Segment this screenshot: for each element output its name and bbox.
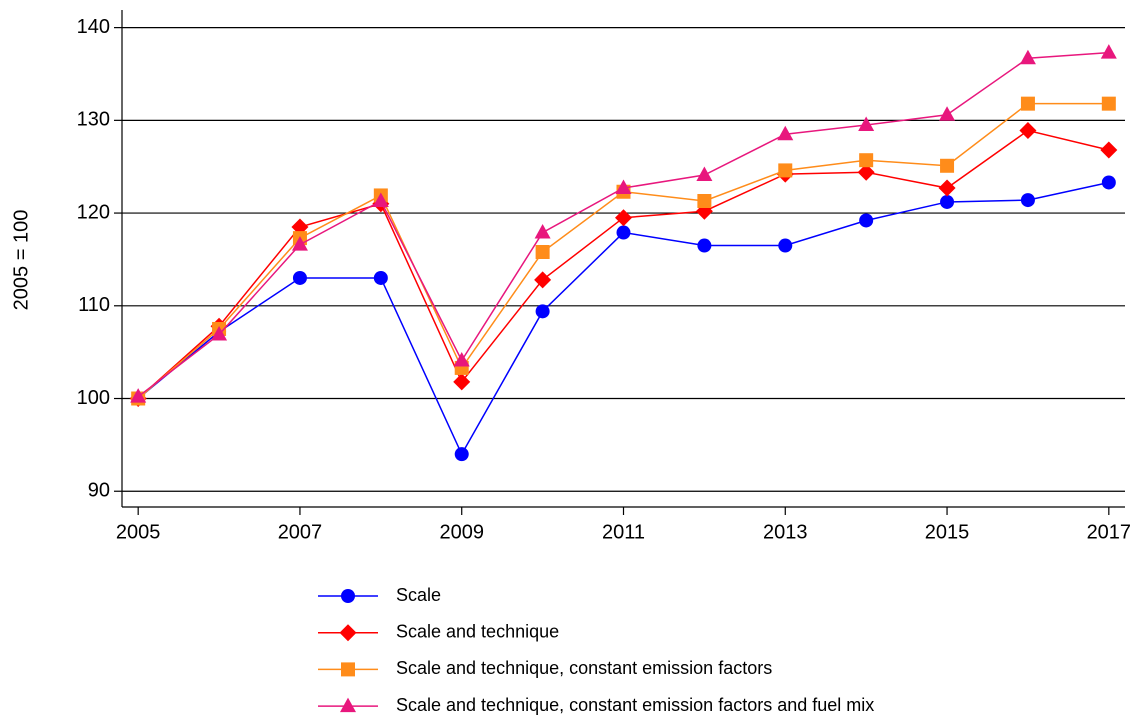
marker	[535, 304, 550, 319]
marker	[1019, 122, 1037, 140]
x-tick-label: 2005	[116, 521, 161, 543]
marker	[778, 238, 793, 253]
marker	[534, 271, 552, 289]
marker	[1020, 96, 1035, 111]
marker	[292, 270, 307, 285]
marker	[857, 163, 875, 181]
series-line	[137, 129, 1109, 400]
marker	[859, 213, 874, 228]
x-tick-label: 2011	[602, 521, 645, 543]
y-axis-label: 2005 = 100	[10, 210, 32, 311]
marker	[373, 270, 388, 285]
legend-marker	[341, 589, 355, 603]
marker	[1101, 175, 1116, 190]
series-line	[137, 102, 1109, 400]
y-tick-label: 120	[77, 201, 110, 223]
marker	[1101, 96, 1116, 111]
marker	[615, 179, 632, 195]
y-tick-label: 130	[77, 109, 110, 131]
x-tick-label: 2017	[1087, 521, 1132, 543]
legend-marker	[341, 662, 355, 677]
x-tick-label: 2015	[925, 521, 970, 543]
marker	[616, 225, 631, 240]
x-tick-label: 2009	[439, 521, 484, 543]
marker	[939, 106, 956, 121]
marker	[938, 179, 956, 197]
legend-marker	[339, 624, 357, 642]
marker	[1100, 141, 1118, 159]
marker	[940, 158, 955, 173]
legend-marker	[340, 697, 356, 713]
marker	[1019, 49, 1036, 65]
legend-label: Scale	[396, 585, 441, 605]
marker	[858, 116, 875, 131]
marker	[211, 326, 228, 341]
legend-label: Scale and technique	[396, 621, 559, 641]
marker	[453, 373, 471, 391]
marker	[534, 224, 551, 239]
legend-label: Scale and technique, constant emission f…	[396, 695, 874, 715]
marker	[454, 447, 469, 462]
marker	[697, 238, 712, 253]
y-tick-label: 100	[77, 387, 110, 409]
x-tick-label: 2013	[763, 521, 808, 543]
marker	[940, 194, 955, 209]
y-tick-label: 140	[77, 16, 110, 38]
marker	[615, 209, 632, 227]
marker	[535, 245, 550, 260]
marker	[777, 125, 794, 141]
legend-label: Scale and technique, constant emission f…	[396, 658, 772, 678]
marker	[697, 194, 712, 209]
y-tick-label: 90	[88, 480, 110, 502]
marker	[1020, 193, 1035, 208]
marker	[130, 388, 147, 403]
marker	[778, 163, 793, 178]
marker	[1100, 44, 1117, 59]
y-tick-label: 110	[78, 294, 110, 316]
x-tick-label: 2007	[278, 521, 323, 543]
marker	[696, 166, 713, 182]
marker	[859, 153, 874, 168]
marker	[372, 192, 389, 208]
marker	[453, 351, 470, 367]
marker	[291, 236, 308, 251]
